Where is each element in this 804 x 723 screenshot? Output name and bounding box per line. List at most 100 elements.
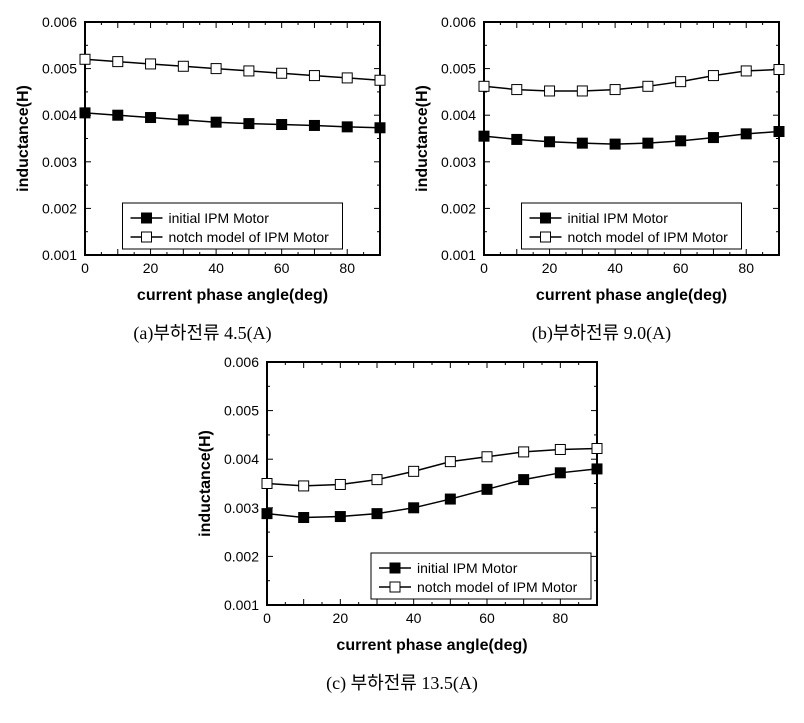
- y-tick-label: 0.001: [224, 597, 259, 613]
- y-tick-label: 0.001: [441, 247, 476, 263]
- y-tick-label: 0.002: [224, 548, 259, 564]
- marker-s2: [676, 77, 686, 87]
- marker-s1: [277, 120, 287, 130]
- x-tick-label: 80: [553, 610, 569, 626]
- y-axis-title: inductance(H): [15, 85, 32, 192]
- marker-s1: [482, 484, 492, 494]
- marker-s1: [445, 494, 455, 504]
- marker-s1: [178, 115, 188, 125]
- marker-s1: [774, 127, 784, 137]
- marker-s1: [708, 133, 718, 143]
- marker-s1: [577, 138, 587, 148]
- chart-b: 0204060800.0010.0020.0030.0040.0050.006c…: [409, 10, 794, 315]
- marker-s2: [299, 481, 309, 491]
- legend-marker-s1: [541, 213, 551, 223]
- y-tick-label: 0.004: [224, 451, 259, 467]
- x-axis-title: current phase angle(deg): [336, 637, 527, 654]
- caption-a: (a)부하전류 4.5(A): [133, 319, 271, 345]
- x-tick-label: 80: [339, 260, 355, 276]
- marker-s1: [741, 129, 751, 139]
- y-tick-label: 0.006: [224, 354, 259, 370]
- marker-s2: [211, 64, 221, 74]
- y-tick-label: 0.004: [42, 107, 77, 123]
- marker-s1: [545, 137, 555, 147]
- marker-s1: [375, 123, 385, 133]
- marker-s1: [512, 134, 522, 144]
- legend-marker-s1: [142, 213, 152, 223]
- marker-s2: [741, 66, 751, 76]
- marker-s1: [211, 117, 221, 127]
- legend-marker-s2: [541, 232, 551, 242]
- marker-s2: [277, 68, 287, 78]
- marker-s1: [372, 509, 382, 519]
- marker-s1: [610, 139, 620, 149]
- marker-s2: [113, 57, 123, 67]
- y-tick-label: 0.003: [224, 500, 259, 516]
- legend-label-s2: notch model of IPM Motor: [169, 229, 330, 245]
- marker-s1: [335, 512, 345, 522]
- y-tick-label: 0.005: [42, 61, 77, 77]
- x-tick-label: 20: [143, 260, 159, 276]
- y-axis-title: inductance(H): [414, 85, 431, 192]
- marker-s1: [146, 113, 156, 123]
- marker-s2: [519, 447, 529, 457]
- marker-s2: [409, 466, 419, 476]
- marker-s1: [80, 108, 90, 118]
- legend-marker-s2: [390, 582, 400, 592]
- marker-s1: [262, 509, 272, 519]
- x-tick-label: 0: [480, 260, 488, 276]
- marker-s1: [299, 513, 309, 523]
- x-tick-label: 40: [406, 610, 422, 626]
- y-tick-label: 0.004: [441, 107, 476, 123]
- x-tick-label: 40: [607, 260, 623, 276]
- marker-s1: [342, 122, 352, 132]
- marker-s1: [643, 138, 653, 148]
- marker-s2: [512, 85, 522, 95]
- x-tick-label: 60: [479, 610, 495, 626]
- y-tick-label: 0.003: [441, 154, 476, 170]
- marker-s2: [479, 81, 489, 91]
- legend-label-s1: initial IPM Motor: [568, 210, 669, 226]
- marker-s2: [342, 73, 352, 83]
- marker-s1: [409, 503, 419, 513]
- y-tick-label: 0.002: [441, 200, 476, 216]
- x-tick-label: 0: [263, 610, 271, 626]
- marker-s2: [592, 444, 602, 454]
- marker-s2: [482, 452, 492, 462]
- marker-s1: [592, 464, 602, 474]
- legend-label-s1: initial IPM Motor: [169, 210, 270, 226]
- marker-s2: [178, 61, 188, 71]
- y-tick-label: 0.001: [42, 247, 77, 263]
- marker-s2: [774, 65, 784, 75]
- series-line-s1: [484, 132, 779, 145]
- x-axis-title: current phase angle(deg): [137, 287, 328, 304]
- series-line-s1: [85, 113, 380, 128]
- y-tick-label: 0.003: [42, 154, 77, 170]
- marker-s1: [244, 119, 254, 129]
- marker-s2: [372, 475, 382, 485]
- legend-marker-s2: [142, 232, 152, 242]
- x-tick-label: 20: [333, 610, 349, 626]
- series-line-s2: [267, 449, 597, 486]
- x-tick-label: 20: [542, 260, 558, 276]
- series-line-s2: [85, 59, 380, 80]
- caption-b: (b)부하전류 9.0(A): [532, 319, 671, 345]
- caption-c: (c) 부하전류 13.5(A): [326, 669, 478, 695]
- series-line-s1: [267, 469, 597, 518]
- marker-s2: [146, 59, 156, 69]
- marker-s2: [577, 86, 587, 96]
- y-tick-label: 0.005: [441, 61, 476, 77]
- marker-s2: [610, 85, 620, 95]
- marker-s2: [375, 75, 385, 85]
- marker-s2: [335, 479, 345, 489]
- panel-c: 0204060800.0010.0020.0030.0040.0050.006c…: [192, 350, 612, 695]
- panel-b: 0204060800.0010.0020.0030.0040.0050.006c…: [409, 10, 794, 345]
- x-tick-label: 0: [81, 260, 89, 276]
- marker-s2: [445, 457, 455, 467]
- chart-c: 0204060800.0010.0020.0030.0040.0050.006c…: [192, 350, 612, 665]
- legend-label-s1: initial IPM Motor: [417, 560, 518, 576]
- legend-label-s2: notch model of IPM Motor: [568, 229, 729, 245]
- marker-s1: [479, 131, 489, 141]
- marker-s1: [309, 120, 319, 130]
- series-line-s2: [484, 70, 779, 91]
